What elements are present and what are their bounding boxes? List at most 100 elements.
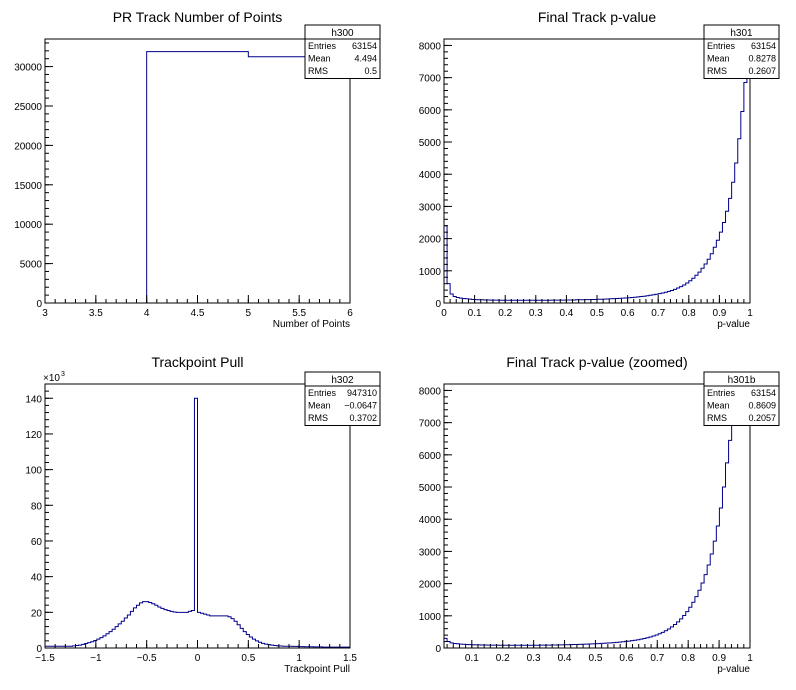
stats-value-mean: −0.0647	[344, 401, 377, 411]
y-exponent: ×10	[43, 373, 60, 384]
chart-title: Final Track p-value	[538, 9, 656, 25]
y-exponent-power: 3	[61, 371, 65, 378]
stats-label-mean: Mean	[308, 54, 331, 64]
y-tick-label: 15000	[14, 181, 42, 192]
y-tick-label: 6000	[419, 106, 442, 117]
y-tick-label: 7000	[419, 74, 442, 85]
y-tick-label: 30000	[14, 63, 42, 74]
x-tick-label: 0.2	[496, 653, 510, 664]
y-tick-label: 100	[25, 466, 42, 477]
y-tick-label: 7000	[419, 419, 442, 430]
x-tick-label: 0.4	[559, 308, 573, 319]
x-tick-label: 0.3	[529, 308, 543, 319]
stats-label-entries: Entries	[707, 41, 736, 51]
x-tick-label: 0.7	[650, 653, 664, 664]
histogram-line	[443, 386, 751, 648]
stats-box-name: h301	[730, 28, 753, 39]
x-tick-label: 0.5	[241, 653, 255, 664]
chart-title: Trackpoint Pull	[151, 354, 243, 370]
y-tick-label: 140	[25, 394, 42, 405]
chart-title: PR Track Number of Points	[113, 9, 283, 25]
y-tick-label: 4000	[419, 170, 442, 181]
pad-h302: Trackpoint Pull −1.5 −1 −0.5 0 0.5 1 1.5 0 20 40 60…	[25, 354, 381, 675]
pad-h300: PR Track Number of Points 3 3.5 4 4.5 5 5.5 6 0 5…	[14, 9, 381, 330]
stats-label-rms: RMS	[707, 413, 727, 423]
x-tick-label: 0.9	[712, 308, 726, 319]
x-tick-label: 6	[347, 308, 353, 319]
y-tick-label: 40	[31, 573, 43, 584]
x-tick-label: 4.5	[191, 308, 205, 319]
x-tick-label: 3	[42, 308, 48, 319]
stats-value-entries: 63154	[751, 388, 776, 398]
stats-label-entries: Entries	[308, 41, 337, 51]
x-tick-label: 1	[296, 653, 302, 664]
stats-label-entries: Entries	[707, 388, 736, 398]
x-tick-label: 0.3	[527, 653, 541, 664]
pad-h301: Final Track p-value 0 0.1 0.2 0.3 0.4 0.5 0.6 0.…	[419, 9, 780, 330]
chart-title: Final Track p-value (zoomed)	[506, 354, 687, 370]
x-tick-label: 0.1	[465, 653, 479, 664]
y-tick-label: 5000	[419, 138, 442, 149]
x-tick-label: 1	[747, 308, 753, 319]
y-tick-label: 0	[36, 644, 42, 655]
x-tick-label: 5	[246, 308, 252, 319]
x-tick-label: 0.5	[589, 653, 603, 664]
histogram-line	[443, 48, 751, 303]
y-tick-label: 4000	[419, 515, 442, 526]
stats-label-mean: Mean	[707, 54, 730, 64]
x-tick-label: −1.5	[35, 653, 55, 664]
x-tick-label: 0	[441, 308, 447, 319]
y-tick-label: 3000	[419, 547, 442, 558]
stats-value-rms: 0.5	[364, 66, 377, 76]
y-tick-label: 1000	[419, 612, 442, 623]
x-tick-label: 3.5	[89, 308, 103, 319]
stats-value-rms: 0.3702	[349, 413, 377, 423]
stats-value-mean: 4.494	[354, 54, 377, 64]
y-tick-label: 80	[31, 501, 43, 512]
stats-label-rms: RMS	[308, 413, 328, 423]
x-tick-label: 0	[195, 653, 201, 664]
y-tick-label: 25000	[14, 102, 42, 113]
stats-value-rms: 0.2607	[748, 66, 776, 76]
stats-box	[304, 371, 381, 426]
stats-box	[703, 371, 780, 426]
stats-value-entries: 63154	[751, 41, 776, 51]
x-tick-label: 0.4	[558, 653, 572, 664]
y-tick-label: 5000	[20, 260, 43, 271]
x-tick-label: −0.5	[137, 653, 157, 664]
stats-label-mean: Mean	[707, 401, 730, 411]
y-tick-label: 1000	[419, 267, 442, 278]
x-tick-label: 0.5	[590, 308, 604, 319]
x-tick-label: 0.8	[681, 653, 695, 664]
x-tick-label: 4	[144, 308, 150, 319]
stats-value-entries: 63154	[352, 41, 377, 51]
y-tick-label: 8000	[419, 386, 442, 397]
x-tick-label: 0.2	[498, 308, 512, 319]
x-tick-label: 0.8	[682, 308, 696, 319]
y-tick-label: 120	[25, 430, 42, 441]
x-tick-label: 0.6	[621, 308, 635, 319]
x-tick-label: 0.7	[651, 308, 665, 319]
x-tick-label: 0.1	[468, 308, 482, 319]
stats-label-mean: Mean	[308, 401, 331, 411]
x-tick-label: 0.6	[619, 653, 633, 664]
x-axis-label: Trackpoint Pull	[284, 664, 350, 675]
stats-label-rms: RMS	[707, 66, 727, 76]
x-tick-label: 1.5	[343, 653, 357, 664]
y-tick-label: 60	[31, 537, 43, 548]
y-tick-label: 0	[435, 644, 441, 655]
stats-value-mean: 0.8609	[748, 401, 776, 411]
x-tick-label: −1	[90, 653, 102, 664]
stats-value-rms: 0.2057	[748, 413, 776, 423]
stats-label-rms: RMS	[308, 66, 328, 76]
x-axis-label: p-value	[717, 664, 750, 675]
x-axis-label: p-value	[717, 319, 750, 330]
stats-value-entries: 947310	[347, 388, 377, 398]
plot-frame	[443, 383, 751, 649]
y-tick-label: 0	[36, 299, 42, 310]
y-tick-label: 2000	[419, 580, 442, 591]
y-tick-label: 20000	[14, 141, 42, 152]
y-tick-label: 5000	[419, 483, 442, 494]
stats-box	[703, 24, 780, 79]
y-tick-label: 0	[435, 299, 441, 310]
